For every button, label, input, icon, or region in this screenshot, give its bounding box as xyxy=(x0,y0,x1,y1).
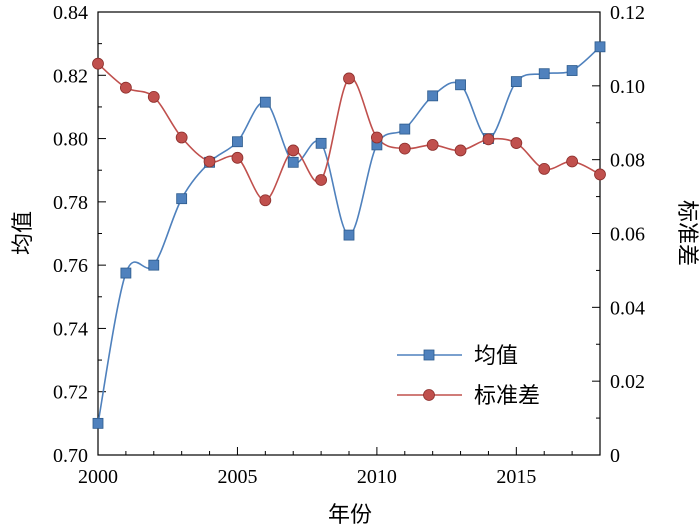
data-point-std xyxy=(370,131,383,144)
right-y-tick-label: 0.02 xyxy=(610,371,645,393)
data-point-mean xyxy=(566,65,578,76)
x-tick-label: 2010 xyxy=(357,466,397,488)
legend-item-std: 标准差 xyxy=(397,384,540,409)
legend-marker-std xyxy=(423,389,435,401)
left-y-axis-ticks: 0.70 0.72 0.74 0.76 0.78 0.80 0.82 0.84 xyxy=(53,2,106,467)
data-point-mean xyxy=(287,156,299,168)
data-point-mean xyxy=(510,76,522,88)
x-tick-label: 2005 xyxy=(217,466,257,488)
data-point-std xyxy=(398,142,411,155)
x-tick-label: 2015 xyxy=(496,466,536,488)
legend-label-std: 标准差 xyxy=(474,384,540,409)
right-y-tick-label: 0.04 xyxy=(610,297,645,319)
right-y-tick-label: 0 xyxy=(610,445,620,467)
data-point-std xyxy=(287,144,300,157)
data-point-mean xyxy=(538,68,550,80)
right-y-axis-title: 标准差 xyxy=(674,200,699,266)
legend-marker-mean xyxy=(423,349,435,361)
data-point-std xyxy=(510,137,523,149)
left-y-tick-label: 0.84 xyxy=(53,2,88,24)
left-y-axis-title: 均值 xyxy=(11,211,36,255)
legend-label-mean: 均值 xyxy=(474,344,518,369)
right-y-tick-label: 0.10 xyxy=(610,76,645,98)
data-point-std xyxy=(147,91,160,103)
left-y-tick-label: 0.78 xyxy=(53,192,88,214)
data-point-std xyxy=(426,138,439,151)
data-point-std xyxy=(315,174,328,186)
left-y-tick-label: 0.82 xyxy=(53,65,88,87)
series-line-mean xyxy=(97,46,601,424)
x-axis-ticks: 2000 2005 2010 2015 xyxy=(78,447,601,488)
data-point-mean xyxy=(259,96,271,108)
data-point-std xyxy=(231,151,244,164)
left-y-tick-label: 0.72 xyxy=(53,382,88,404)
legend: 均值 标准差 xyxy=(397,344,540,409)
data-point-mean xyxy=(148,259,160,271)
data-point-std xyxy=(259,194,272,207)
x-tick-label: 2000 xyxy=(78,466,118,488)
data-point-mean xyxy=(315,137,327,149)
data-point-mean xyxy=(399,123,411,135)
left-y-tick-label: 0.80 xyxy=(53,129,88,151)
data-point-std xyxy=(538,162,551,175)
data-point-std xyxy=(566,155,579,168)
data-point-std xyxy=(482,133,495,146)
data-point-std xyxy=(343,72,355,85)
legend-item-mean: 均值 xyxy=(397,344,518,369)
data-point-std xyxy=(454,144,467,157)
data-point-mean xyxy=(232,136,243,148)
data-point-mean xyxy=(455,79,466,91)
right-y-tick-label: 0.06 xyxy=(610,224,645,246)
right-y-tick-label: 0.12 xyxy=(610,2,645,24)
data-point-std xyxy=(119,81,132,94)
right-y-axis-ticks: 0 0.02 0.04 0.06 0.08 0.10 0.12 xyxy=(592,2,645,467)
data-point-mean xyxy=(120,267,132,279)
data-point-std xyxy=(175,131,188,144)
data-point-mean xyxy=(92,417,104,429)
data-point-mean xyxy=(176,193,188,205)
left-y-tick-label: 0.70 xyxy=(53,445,88,467)
data-point-mean xyxy=(594,41,606,53)
data-point-mean xyxy=(427,90,439,102)
data-point-mean xyxy=(343,229,355,241)
x-axis-title: 年份 xyxy=(328,503,372,528)
right-y-tick-label: 0.08 xyxy=(610,150,645,172)
data-point-std xyxy=(92,57,104,70)
left-y-tick-label: 0.76 xyxy=(53,255,88,277)
series-markers xyxy=(92,41,606,429)
data-point-std xyxy=(203,155,216,168)
left-y-tick-label: 0.74 xyxy=(53,318,88,340)
data-point-std xyxy=(594,168,606,181)
